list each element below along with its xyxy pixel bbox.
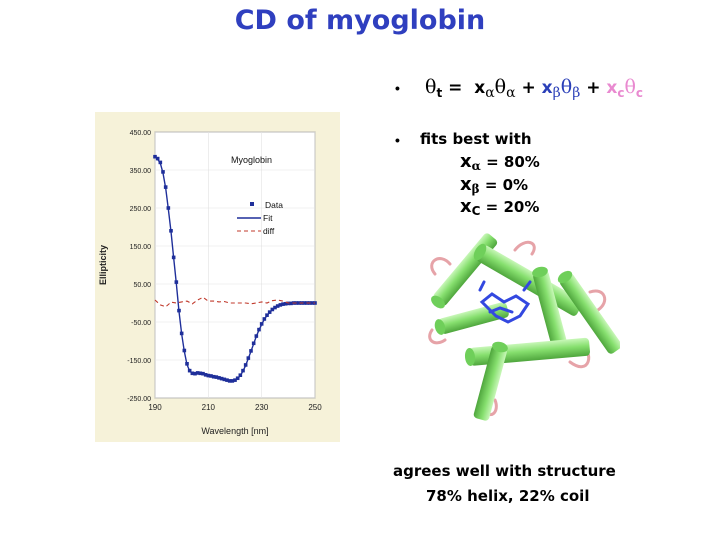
x-tick-label: 190 <box>148 403 162 412</box>
plot-area <box>154 131 316 399</box>
y-tick-label: -250.00 <box>127 396 151 403</box>
theta-equation: θt = xαθα + xβθβ + xcθc <box>425 76 643 101</box>
bullet-equation: • <box>395 80 400 96</box>
y-tick-label: -150.00 <box>127 358 151 365</box>
y-axis-label: Ellipticity <box>98 245 108 285</box>
x-axis-ticks: 190 210 230 250 <box>148 403 322 412</box>
y-axis-ticks: -250.00 -150.00 -50.00 50.00 150.00 250.00 350… <box>127 130 151 403</box>
grid <box>154 131 316 399</box>
myoglobin-structure-image <box>428 233 620 421</box>
legend-diff-label: diff <box>263 226 275 236</box>
eq-x-beta: xβθβ <box>541 76 581 101</box>
chart-series <box>153 154 317 383</box>
chart-legend: Data Fit diff <box>237 200 283 236</box>
eq-theta: θ <box>425 76 437 98</box>
fraction-coil: xC = 20% <box>460 196 540 218</box>
y-tick-label: 150.00 <box>130 244 152 251</box>
x-tick-label: 210 <box>202 403 216 412</box>
cd-spectrum-chart: -250.00 -150.00 -50.00 50.00 150.00 250.00 350… <box>95 112 340 442</box>
conclusion-line2: 78% helix, 22% coil <box>426 487 590 505</box>
x-axis-label: Wavelength [nm] <box>201 426 268 436</box>
eq-x-alpha: xαθα <box>474 76 516 101</box>
eq-equals: = <box>448 78 463 98</box>
y-tick-label: -50.00 <box>131 320 151 327</box>
eq-x-coil: xcθc <box>606 76 644 100</box>
eq-plus-1: + <box>521 78 536 98</box>
x-tick-label: 250 <box>308 403 322 412</box>
conclusion-line1: agrees well with structure <box>393 462 616 480</box>
y-tick-label: 450.00 <box>130 130 152 137</box>
alpha-helices <box>431 233 620 421</box>
legend-data-marker <box>250 202 254 206</box>
slide-title: CD of myoglobin <box>234 5 486 36</box>
x-tick-label: 230 <box>255 403 269 412</box>
fits-label: fits best with <box>420 130 532 148</box>
y-tick-label: 350.00 <box>130 168 152 175</box>
chart-inner-title: Myoglobin <box>231 155 272 165</box>
legend-fit-label: Fit <box>263 213 273 223</box>
fraction-beta: xβ = 0% <box>460 174 529 196</box>
heme-group <box>478 280 532 324</box>
series-diff-line <box>154 296 315 308</box>
eq-t: t <box>436 86 443 100</box>
y-tick-label: 250.00 <box>130 206 152 213</box>
bullet-fits: • <box>395 132 400 148</box>
y-tick-label: 50.00 <box>133 282 151 289</box>
eq-plus-2: + <box>586 78 601 98</box>
legend-data-label: Data <box>265 200 283 210</box>
fraction-alpha: xα = 80% <box>460 151 540 173</box>
